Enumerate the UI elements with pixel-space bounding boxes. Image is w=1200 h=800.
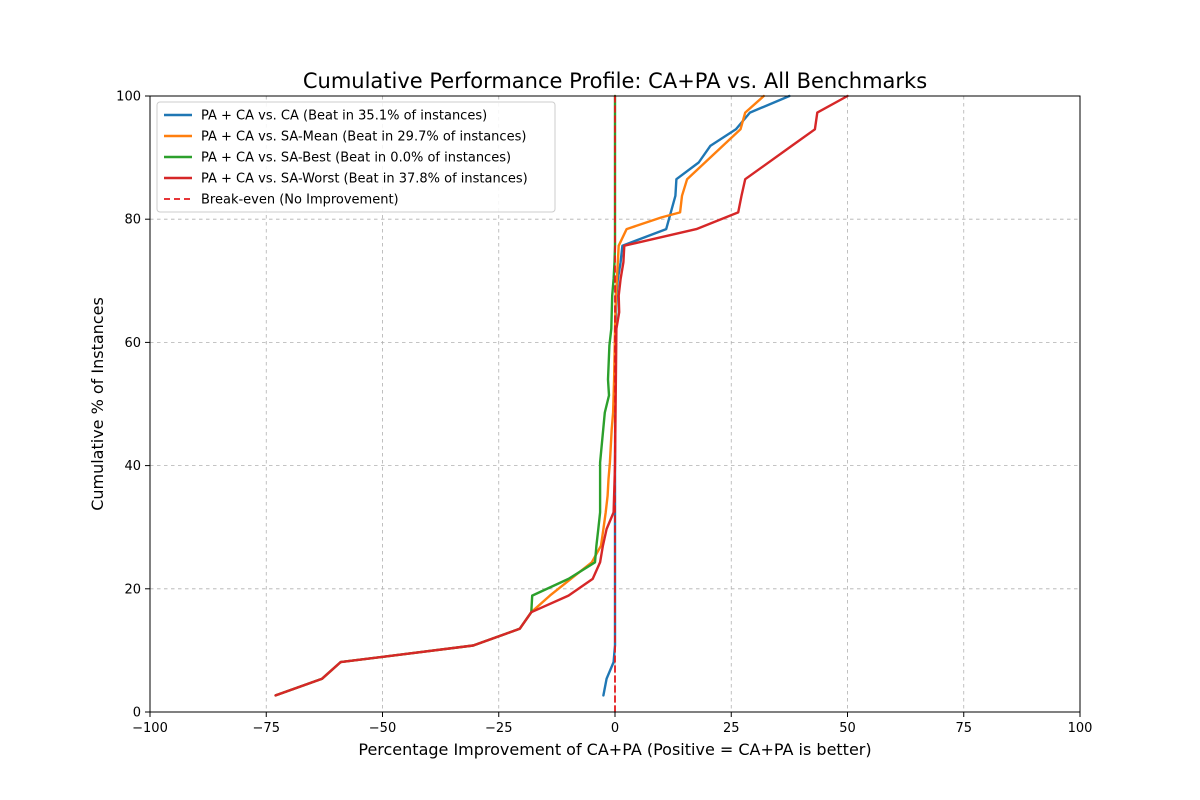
axis-ticks: −100 −75 −50 −25 0 25 50 75 100 0 20 40 60 80 100 (116, 90, 1092, 737)
legend-label-3: PA + CA vs. SA-Best (Beat in 0.0% of ins… (201, 151, 511, 166)
legend-label-2: PA + CA vs. SA-Mean (Beat in 29.7% of in… (201, 130, 526, 145)
x-axis-label: Percentage Improvement of CA+PA (Positiv… (358, 740, 871, 759)
x-tick-label: −100 (132, 721, 168, 736)
legend: PA + CA vs. CA (Beat in 35.1% of instanc… (156, 101, 556, 213)
x-tick-label: −25 (485, 721, 512, 736)
series-line-4 (274, 94, 849, 697)
series-line-2 (274, 94, 765, 697)
chart-title: Cumulative Performance Profile: CA+PA vs… (303, 69, 927, 93)
legend-label-4: PA + CA vs. SA-Worst (Beat in 37.8% of i… (201, 172, 528, 187)
y-tick-label: 100 (116, 90, 141, 105)
y-axis-label: Cumulative % of Instances (88, 297, 107, 511)
y-tick-label: 20 (124, 582, 141, 597)
legend-label-1: PA + CA vs. CA (Beat in 35.1% of instanc… (201, 109, 487, 124)
x-tick-label: 100 (1068, 721, 1093, 736)
x-tick-label: −50 (369, 721, 396, 736)
x-tick-label: 75 (955, 721, 972, 736)
x-tick-label: 0 (611, 721, 619, 736)
y-tick-label: 80 (124, 213, 141, 228)
y-tick-label: 40 (124, 459, 141, 474)
y-tick-label: 60 (124, 336, 141, 351)
legend-label-5: Break-even (No Improvement) (201, 193, 399, 208)
x-tick-label: 50 (839, 721, 856, 736)
series-lines (274, 94, 849, 713)
x-tick-label: −75 (253, 721, 280, 736)
x-tick-label: 25 (723, 721, 740, 736)
y-tick-label: 0 (133, 706, 141, 721)
series-line-1 (602, 94, 791, 697)
legend-box (156, 101, 556, 213)
